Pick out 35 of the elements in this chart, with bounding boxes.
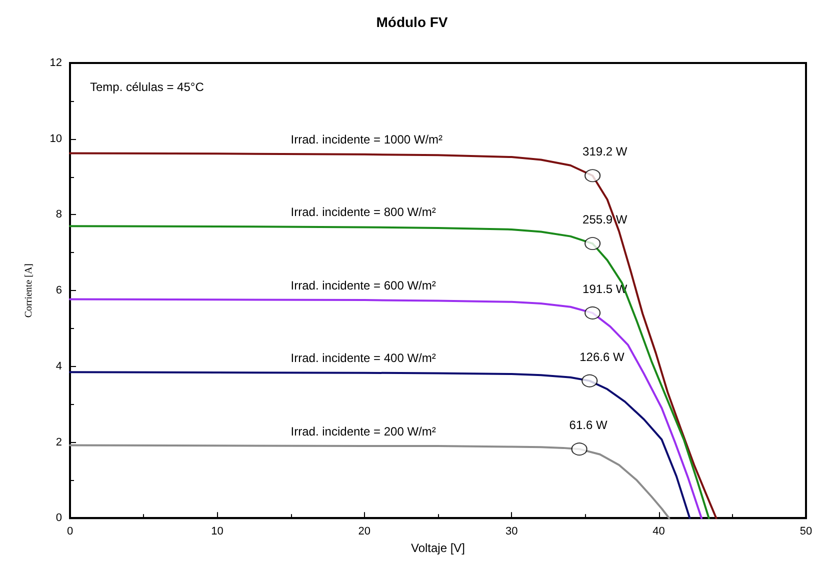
x-tick-label: 40 (652, 526, 665, 538)
point (571, 442, 588, 456)
annotation: 255.9 W (582, 212, 628, 227)
y-tick-label: 10 (50, 132, 62, 145)
annotation: 319.2 W (582, 144, 628, 159)
line-series (69, 225, 710, 520)
x-tick-label: 0 (66, 526, 74, 538)
y-tick-label: 12 (50, 57, 62, 69)
line-series (69, 444, 670, 520)
y-tick-label: 8 (56, 208, 62, 221)
y-axis-title: Corriente [A] (24, 263, 34, 318)
series-label: Irrad. incidente = 1000 W/m² (290, 132, 443, 146)
y-tick-label: 0 (56, 512, 62, 524)
x-tick-label: 30 (505, 526, 518, 538)
x-axis-title: Voltaje [V] (410, 541, 466, 555)
series-label: Irrad. incidente = 800 W/m² (290, 205, 436, 220)
point (584, 237, 601, 250)
chart-title: Módulo FV (376, 14, 448, 30)
x-tick-label: 10 (211, 526, 224, 538)
annotation: 126.6 W (580, 350, 625, 364)
series-label: Irrad. incidente = 400 W/m² (290, 351, 436, 366)
y-tick-label: 4 (56, 360, 62, 372)
y-tick-label: 2 (56, 436, 62, 448)
point (582, 374, 598, 388)
x-tick-label: 20 (358, 526, 371, 538)
point (584, 306, 601, 320)
series-label: Irrad. incidente = 200 W/m² (290, 424, 436, 438)
annotation: Temp. células = 45°C (90, 80, 204, 94)
line-series (69, 298, 702, 520)
annotation: 61.6 W (569, 418, 608, 432)
line-series (69, 371, 691, 520)
point (584, 169, 601, 182)
y-tick-label: 6 (56, 284, 62, 297)
series-label: Irrad. incidente = 600 W/m² (290, 278, 436, 292)
x-tick-label: 50 (800, 526, 812, 538)
